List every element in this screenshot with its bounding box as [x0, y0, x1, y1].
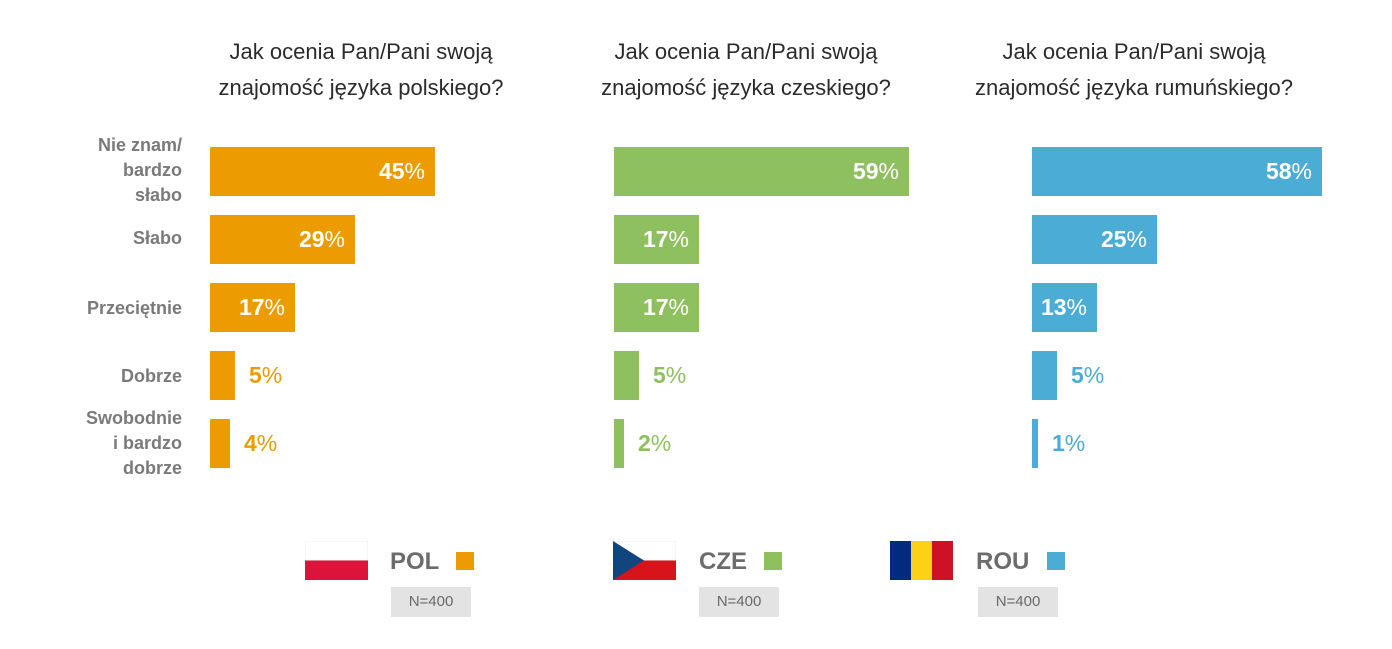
data-label-value: 17 — [642, 226, 669, 252]
data-label-unit: % — [878, 158, 899, 184]
chart-title-line: znajomość języka polskiego? — [218, 75, 504, 100]
bar-pol-3 — [210, 351, 235, 400]
data-label-unit: % — [1291, 158, 1312, 184]
chart-title-line: Jak ocenia Pan/Pani swoją — [229, 39, 493, 64]
data-label-pol-3: 5% — [249, 351, 282, 400]
data-label-value: 59 — [852, 158, 879, 184]
chart-title-line: znajomość języka czeskiego? — [601, 75, 891, 100]
data-label-value: 58 — [1265, 158, 1292, 184]
data-label-cze-1: 17% — [643, 215, 689, 264]
data-label-value: 5 — [249, 362, 262, 388]
legend-code-rou: ROU — [976, 548, 1030, 575]
bar-pol-1 — [210, 215, 355, 264]
data-label-unit: % — [650, 430, 672, 456]
chart-title-line: Jak ocenia Pan/Pani swoją — [1002, 39, 1266, 64]
row-label-swobodnie: Swobodnie i bardzo dobrze — [40, 406, 182, 481]
bar-pol-0 — [210, 147, 435, 196]
data-label-value: 45 — [378, 158, 405, 184]
bar-rou-0 — [1032, 147, 1322, 196]
bar-rou-3 — [1032, 351, 1057, 400]
data-label-pol-4: 4% — [244, 419, 277, 468]
poland-flag-icon — [305, 541, 368, 580]
data-label-pol-1: 29% — [299, 215, 345, 264]
data-label-value: 17 — [238, 294, 265, 320]
data-label-unit: % — [264, 294, 285, 320]
bar-cze-2 — [614, 283, 699, 332]
data-label-rou-3: 5% — [1071, 351, 1104, 400]
row-label-line: bardzo — [122, 160, 182, 180]
data-label-pol-0: 45% — [379, 147, 425, 196]
data-label-pol-2: 17% — [239, 283, 285, 332]
row-label-line: dobrze — [122, 458, 182, 478]
legend-code-pol: POL — [390, 548, 440, 575]
data-label-unit: % — [668, 226, 689, 252]
data-label-value: 2 — [638, 430, 651, 456]
data-label-rou-4: 1% — [1052, 419, 1085, 468]
data-label-unit: % — [404, 158, 425, 184]
sample-size-cze: N=400 — [699, 587, 779, 617]
data-label-cze-3: 5% — [653, 351, 686, 400]
legend-code-cze: CZE — [699, 548, 747, 575]
bar-cze-4 — [614, 419, 624, 468]
data-label-unit: % — [1066, 294, 1087, 320]
data-label-unit: % — [665, 362, 687, 388]
row-label-slabo: Słabo — [40, 226, 182, 251]
row-label-line: Słabo — [132, 228, 182, 248]
row-label-line: i bardzo — [112, 433, 182, 453]
bar-pol-2 — [210, 283, 295, 332]
data-label-value: 5 — [1071, 362, 1084, 388]
row-label-dobrze: Dobrze — [40, 364, 182, 389]
row-label-przecietnie: Przeciętnie — [40, 296, 182, 321]
row-label-nie-znam: Nie znam/ bardzo słabo — [40, 133, 182, 208]
data-label-rou-0: 58% — [1266, 147, 1312, 196]
row-label-line: Swobodnie — [86, 408, 182, 428]
data-label-value: 17 — [642, 294, 669, 320]
row-label-line: słabo — [134, 185, 182, 205]
data-label-value: 5 — [653, 362, 666, 388]
bar-rou-4 — [1032, 419, 1038, 468]
bar-rou-2 — [1032, 283, 1097, 332]
data-label-rou-2: 13% — [1041, 283, 1087, 332]
bar-pol-4 — [210, 419, 230, 468]
data-label-value: 13 — [1040, 294, 1067, 320]
data-label-value: 1 — [1052, 430, 1065, 456]
chart-title-line: znajomość języka rumuńskiego? — [975, 75, 1293, 100]
data-label-value: 4 — [244, 430, 257, 456]
row-label-line: Dobrze — [120, 366, 182, 386]
chart-title-line: Jak ocenia Pan/Pani swoją — [614, 39, 878, 64]
bar-cze-1 — [614, 215, 699, 264]
data-label-unit: % — [1064, 430, 1086, 456]
chart-title-rou: Jak ocenia Pan/Pani swoją znajomość języ… — [954, 34, 1314, 106]
romania-flag-icon — [890, 541, 953, 580]
data-label-rou-1: 25% — [1101, 215, 1147, 264]
bar-cze-3 — [614, 351, 639, 400]
data-label-unit: % — [256, 430, 278, 456]
data-label-cze-2: 17% — [643, 283, 689, 332]
czech-flag-icon — [613, 541, 676, 580]
data-label-unit: % — [1083, 362, 1105, 388]
chart-title-cze: Jak ocenia Pan/Pani swoją znajomość języ… — [566, 34, 926, 106]
data-label-unit: % — [324, 226, 345, 252]
sample-size-rou: N=400 — [978, 587, 1058, 617]
legend-swatch-pol — [456, 552, 474, 570]
data-label-cze-0: 59% — [853, 147, 899, 196]
legend-swatch-rou — [1047, 552, 1065, 570]
row-label-line: Nie znam/ — [97, 135, 182, 155]
bar-cze-0 — [614, 147, 909, 196]
chart-title-pol: Jak ocenia Pan/Pani swoją znajomość języ… — [181, 34, 541, 106]
data-label-unit: % — [668, 294, 689, 320]
data-label-value: 25 — [1100, 226, 1127, 252]
row-label-line: Przeciętnie — [86, 298, 182, 318]
data-label-unit: % — [1126, 226, 1147, 252]
sample-size-pol: N=400 — [391, 587, 471, 617]
data-label-unit: % — [261, 362, 283, 388]
data-label-cze-4: 2% — [638, 419, 671, 468]
data-label-value: 29 — [298, 226, 325, 252]
legend-swatch-cze — [764, 552, 782, 570]
bar-rou-1 — [1032, 215, 1157, 264]
